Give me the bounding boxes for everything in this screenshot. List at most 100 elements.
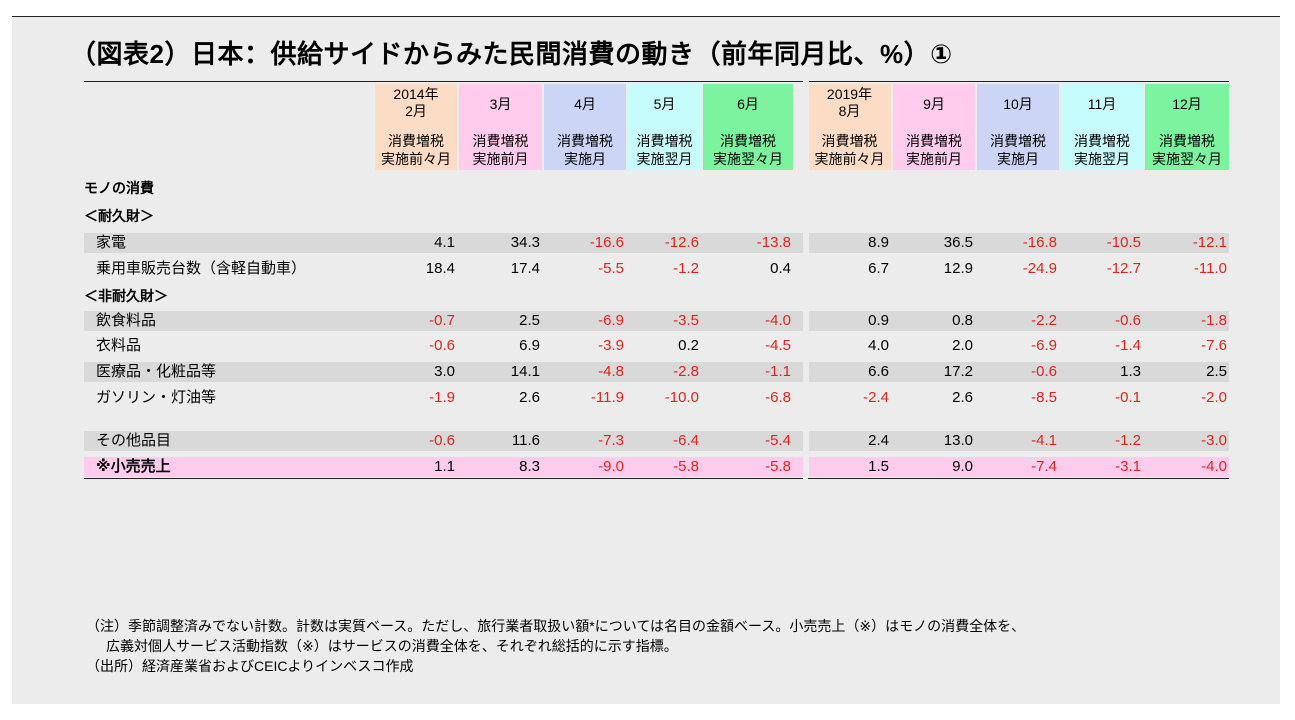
table-cell: 14.1 [510, 363, 540, 380]
table-cell: -1.4 [1115, 337, 1141, 354]
table-cell: -0.6 [1031, 363, 1057, 380]
row-band [84, 311, 1229, 331]
column-period: 3月 [489, 96, 512, 112]
row-band [84, 431, 1229, 451]
note-1: （注）季節調整済みでない計数。計数は実質ベース。ただし、旅行業者取扱い額*につい… [86, 618, 1026, 634]
table-cell: -5.8 [673, 458, 699, 475]
table-cell: -13.8 [756, 234, 791, 251]
table-cell: 2.5 [519, 312, 540, 329]
table-cell: 4.0 [868, 337, 889, 354]
table-cell: -4.5 [765, 337, 791, 354]
column-subtitle: 消費増税 実施翌月 [636, 133, 693, 167]
column-period: 10月 [1003, 96, 1033, 112]
column-subtitle: 消費増税 実施前々月 [381, 133, 451, 167]
table-cell: -16.6 [589, 234, 624, 251]
table-cell: 0.8 [952, 312, 973, 329]
table-cell: 6.9 [519, 337, 540, 354]
table-cell: 2.6 [519, 389, 540, 406]
table-cell: 0.4 [770, 260, 791, 277]
table-cell: -7.4 [1031, 458, 1057, 475]
table-cell: 36.5 [943, 234, 973, 251]
table-cell: 6.7 [868, 260, 889, 277]
column-header: 6月消費増税 実施翌々月 [703, 84, 793, 170]
column-period: 12月 [1172, 96, 1202, 112]
table-cell: -11.0 [1193, 260, 1227, 277]
table-cell: -3.0 [1201, 432, 1227, 449]
table-cell: -4.0 [1201, 458, 1227, 475]
table-cell: 8.9 [868, 234, 889, 251]
column-subtitle: 消費増税 実施翌月 [1074, 133, 1130, 167]
section-durable: ＜耐久財＞ [84, 208, 154, 224]
table-cell: -1.9 [429, 389, 455, 406]
table-cell: 2.4 [868, 432, 889, 449]
column-period: 11月 [1087, 96, 1117, 112]
column-header: 11月消費増税 実施翌月 [1061, 84, 1143, 170]
table-cell: 1.5 [868, 458, 889, 475]
table-bottom-rule-left [84, 478, 803, 479]
table-cell: 17.4 [510, 260, 540, 277]
table-cell: -24.9 [1022, 260, 1057, 277]
table-cell: 17.2 [943, 363, 973, 380]
table-cell: -0.7 [429, 312, 455, 329]
table-cell: 2.5 [1206, 363, 1227, 380]
table-cell: 13.0 [943, 432, 973, 449]
table-cell: -12.6 [664, 234, 699, 251]
section-goods: モノの消費 [84, 180, 154, 196]
column-header: 9月消費増税 実施前月 [893, 84, 975, 170]
column-period: 6月 [737, 96, 759, 112]
column-period: 2014年 2月 [393, 86, 439, 119]
row-band [84, 362, 1229, 382]
table-cell: 8.3 [519, 458, 540, 475]
table-cell: -11.9 [590, 389, 624, 406]
table-cell: -1.2 [1115, 432, 1141, 449]
table-cell: -6.9 [598, 312, 624, 329]
column-header: 12月 消費増税 実施翌々月 [1145, 84, 1229, 170]
table-cell: 34.3 [510, 234, 540, 251]
table-cell: -1.8 [1201, 312, 1227, 329]
table-cell: -12.1 [1192, 234, 1227, 251]
table-cell: 4.1 [434, 234, 455, 251]
table-cell: -3.1 [1115, 458, 1141, 475]
table-cell: 11.6 [511, 432, 540, 449]
header-top-rule [84, 81, 1229, 82]
column-subtitle: 消費増税 実施月 [990, 133, 1046, 167]
table-cell: -6.4 [673, 432, 699, 449]
table-cell: 0.2 [678, 337, 699, 354]
table-cell: -0.6 [429, 337, 455, 354]
table-cell: 2.0 [952, 337, 973, 354]
column-subtitle: 消費増税 実施前々月 [814, 133, 885, 167]
group-separator [803, 81, 809, 481]
column-header: 2019年 8月 消費増税 実施前々月 [808, 84, 891, 170]
page-title: （図表2）日本：供給サイドからみた民間消費の動き（前年同月比、%）① [70, 39, 953, 69]
table-cell: -2.2 [1031, 312, 1057, 329]
table-cell: -5.4 [765, 432, 791, 449]
table-cell: -0.6 [1115, 312, 1141, 329]
table-cell: -4.0 [765, 312, 791, 329]
table-cell: -2.0 [1201, 389, 1227, 406]
column-period: 4月 [574, 96, 596, 112]
column-subtitle: 消費増税 実施翌々月 [713, 133, 783, 167]
column-header: 3月消費増税 実施前月 [459, 84, 542, 170]
table-cell: -5.5 [598, 260, 624, 277]
row-label: 乗用車販売台数（含軽自動車） [96, 260, 307, 277]
row-band [84, 457, 1229, 477]
table-cell: 12.9 [943, 260, 973, 277]
table-cell: -4.8 [598, 363, 624, 380]
table-cell: -6.8 [765, 389, 791, 406]
row-label: ※小売売上 [96, 458, 171, 475]
column-period: 2019年 8月 [826, 86, 873, 119]
table-cell: -9.0 [598, 458, 624, 475]
table-cell: -2.8 [673, 363, 699, 380]
table-cell: -2.4 [863, 389, 889, 406]
column-period: 9月 [923, 96, 945, 112]
table-cell: 6.6 [868, 363, 889, 380]
table-cell: -10.0 [664, 389, 699, 406]
column-subtitle: 消費増税 実施前月 [906, 133, 962, 167]
table-bottom-rule-right [808, 478, 1229, 479]
column-header: 5月 消費増税 実施翌月 [628, 84, 701, 170]
row-band [84, 233, 1229, 253]
column-subtitle: 消費増税 実施前月 [472, 133, 529, 167]
section-nondurable: ＜非耐久財＞ [84, 288, 168, 304]
row-label: その他品目 [96, 432, 172, 449]
column-header: 4月 消費増税 実施月 [544, 84, 626, 170]
